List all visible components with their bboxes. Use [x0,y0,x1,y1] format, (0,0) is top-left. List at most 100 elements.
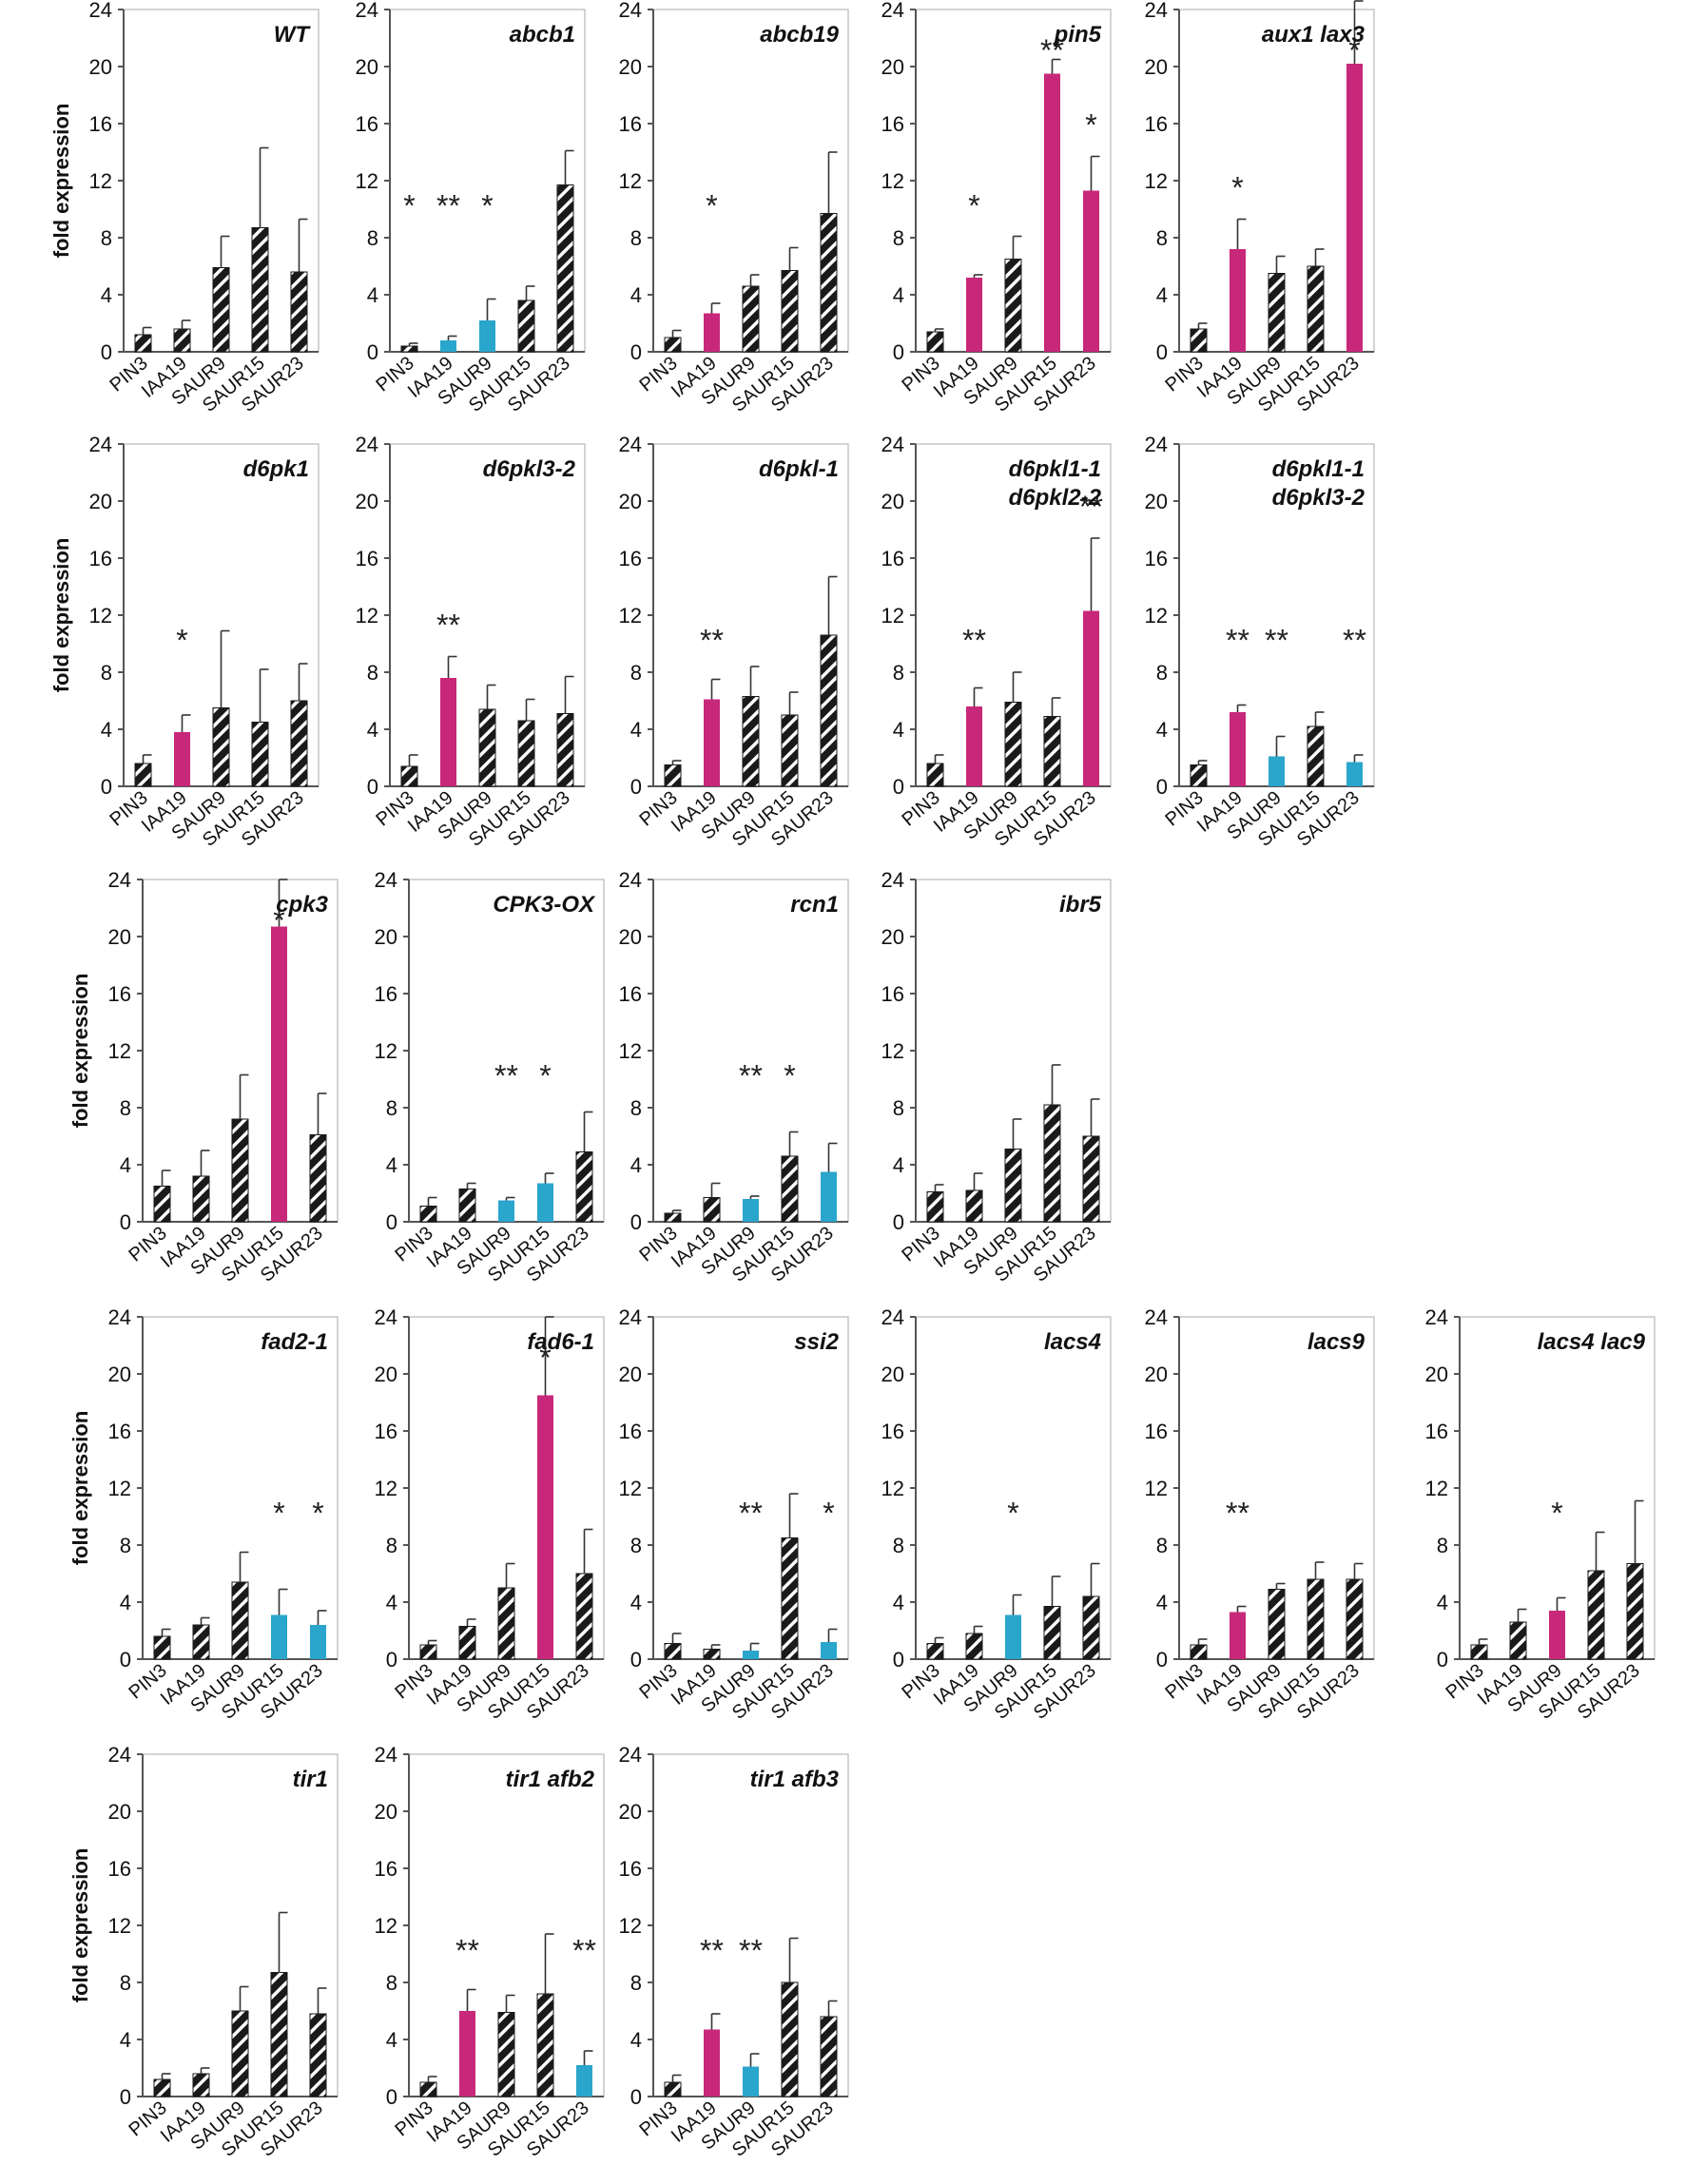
bar [271,926,287,1222]
chart-panel: 04812162024PIN3**IAA19**SAUR9SAUR15**SAU… [1145,433,1375,851]
y-tick-label: 20 [1145,1363,1168,1386]
y-tick-label: 20 [1145,490,1168,513]
bar [536,1993,554,2097]
bar [966,706,982,786]
y-tick-label: 20 [881,490,904,513]
significance-marker: ** [455,1934,479,1968]
bar [153,2078,171,2097]
bar [153,1186,171,1223]
y-tick-label: 24 [356,433,378,456]
y-tick-label: 8 [1156,1534,1168,1557]
chart-title: CPK3-OX [493,892,596,918]
bar [926,331,944,353]
y-axis-label: fold expression [68,1848,92,2003]
y-tick-label: 4 [1156,718,1168,742]
bar [664,337,682,353]
y-tick-label: 0 [386,1648,397,1672]
y-tick-label: 12 [619,169,642,193]
y-tick-label: 8 [120,1096,131,1120]
chart-panel: 04812162024PIN3*IAA19SAUR9SAUR15SAUR23ab… [619,0,849,416]
bar [742,285,760,353]
y-tick-label: 24 [619,433,642,456]
y-tick-label: 8 [893,1534,904,1557]
bar [781,1537,799,1660]
bar [458,1189,476,1223]
chart-panel: 04812162024PIN3*IAA19SAUR9SAUR15*SAUR23a… [1145,0,1375,416]
y-tick-label: 8 [893,1096,904,1120]
y-tick-label: 16 [375,1857,397,1881]
y-tick-label: 4 [893,718,904,742]
bar [251,722,269,787]
bar [251,227,269,353]
y-tick-label: 12 [1425,1477,1448,1500]
y-axis-label: fold expression [68,974,92,1129]
chart-panel: 04812162024PIN3IAA19**SAUR9SAUR15*SAUR23… [619,1305,849,1724]
y-tick-label: 24 [1145,0,1168,22]
y-tick-label: 8 [367,661,378,685]
significance-marker: ** [494,1059,518,1093]
y-tick-label: 20 [1145,55,1168,79]
y-tick-label: 24 [1425,1305,1448,1329]
y-tick-label: 8 [386,1096,397,1120]
bar [664,1212,682,1223]
y-tick-label: 16 [89,547,112,570]
bar [440,678,456,786]
y-tick-label: 16 [619,112,642,136]
chart-title-line2: d6pkl3-2 [1272,485,1365,511]
y-tick-label: 8 [386,1971,397,1995]
y-tick-label: 24 [108,868,131,892]
bar [556,184,574,353]
bar [134,763,152,787]
bar [173,328,191,353]
y-tick-label: 4 [1156,1591,1168,1614]
significance-marker: ** [739,1497,763,1531]
y-tick-label: 12 [89,169,112,193]
significance-marker: * [968,189,979,223]
bar [1230,712,1246,786]
y-tick-label: 16 [89,112,112,136]
significance-marker: * [312,1497,323,1531]
y-tick-label: 0 [120,1210,131,1234]
significance-marker: * [1348,33,1360,68]
bar [1230,1612,1246,1659]
bar [1626,1563,1644,1660]
bar [1509,1621,1527,1660]
y-tick-label: 16 [619,1420,642,1443]
y-tick-label: 12 [375,1914,397,1938]
y-tick-label: 16 [375,982,397,1006]
y-tick-label: 0 [893,1210,904,1234]
chart-title: ssi2 [794,1329,839,1355]
bar [1268,1589,1286,1660]
y-tick-label: 24 [375,1305,397,1329]
y-tick-label: 24 [881,433,904,456]
y-tick-label: 0 [386,2085,397,2109]
bar [212,707,230,787]
y-tick-label: 8 [630,1534,642,1557]
significance-marker: * [1007,1497,1018,1531]
bar [1190,1644,1208,1660]
y-tick-label: 20 [356,490,378,513]
chart-panel: 04812162024PIN3**IAA19**SAUR9SAUR15SAUR2… [619,1743,849,2161]
y-tick-label: 12 [619,1914,642,1938]
bar [576,2065,592,2097]
chart-panel: 04812162024PIN3**IAA19SAUR9SAUR15**SAUR2… [881,433,1112,851]
chart-panel: 04812162024PIN3**IAA19SAUR9SAUR15SAUR23d… [356,433,586,851]
bar [1307,725,1325,787]
y-tick-label: 20 [375,925,397,949]
y-tick-label: 4 [893,1153,904,1177]
y-tick-label: 8 [367,226,378,250]
y-tick-label: 4 [386,1591,397,1614]
y-tick-label: 0 [1156,775,1168,799]
bar [664,764,682,787]
chart-title: lacs4 lac9 [1538,1329,1646,1355]
bar [192,1175,210,1223]
chart-panel: 04812162024*PIN3**IAA19*SAUR9SAUR15SAUR2… [356,0,586,416]
bar [1004,702,1022,787]
y-tick-label: 16 [1145,112,1168,136]
y-tick-label: 4 [893,283,904,307]
y-tick-label: 4 [630,718,642,742]
y-tick-label: 20 [619,55,642,79]
bar [497,1587,515,1660]
y-tick-label: 20 [619,1363,642,1386]
y-tick-label: 20 [881,925,904,949]
